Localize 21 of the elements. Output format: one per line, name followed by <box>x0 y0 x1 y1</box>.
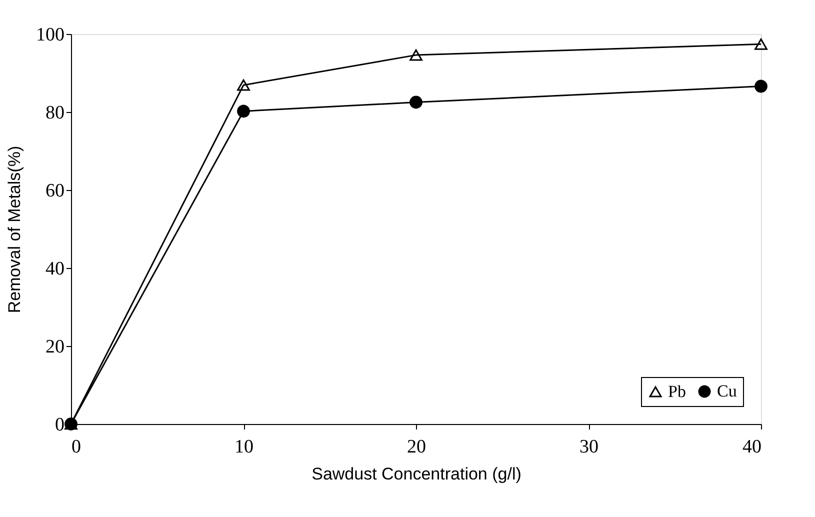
point <box>754 38 768 50</box>
point <box>237 79 250 91</box>
point <box>237 104 250 118</box>
legend-label: Cu <box>717 382 738 401</box>
x-tick-label: 20 <box>407 436 426 458</box>
y-axis-title: Removal of Metals(%) <box>5 146 24 314</box>
x-tick-label: 10 <box>234 436 254 458</box>
point <box>410 96 422 109</box>
y-tick-label: 80 <box>46 102 64 124</box>
legend-label: Pb <box>668 382 686 401</box>
y-tick-label: 20 <box>46 336 64 358</box>
y-tick-label: 40 <box>46 258 64 280</box>
y-tick-label: 100 <box>36 24 64 46</box>
x-axis-title: Sawdust Concentration (g/l) <box>312 464 522 484</box>
x-tick-label: 30 <box>580 436 598 458</box>
x-tick-label: 40 <box>742 436 762 458</box>
point <box>754 80 768 93</box>
y-tick-label: 60 <box>46 180 64 202</box>
y-tick-label: 0 <box>55 414 64 436</box>
point <box>410 49 422 61</box>
x-tick-label: 0 <box>72 436 81 458</box>
